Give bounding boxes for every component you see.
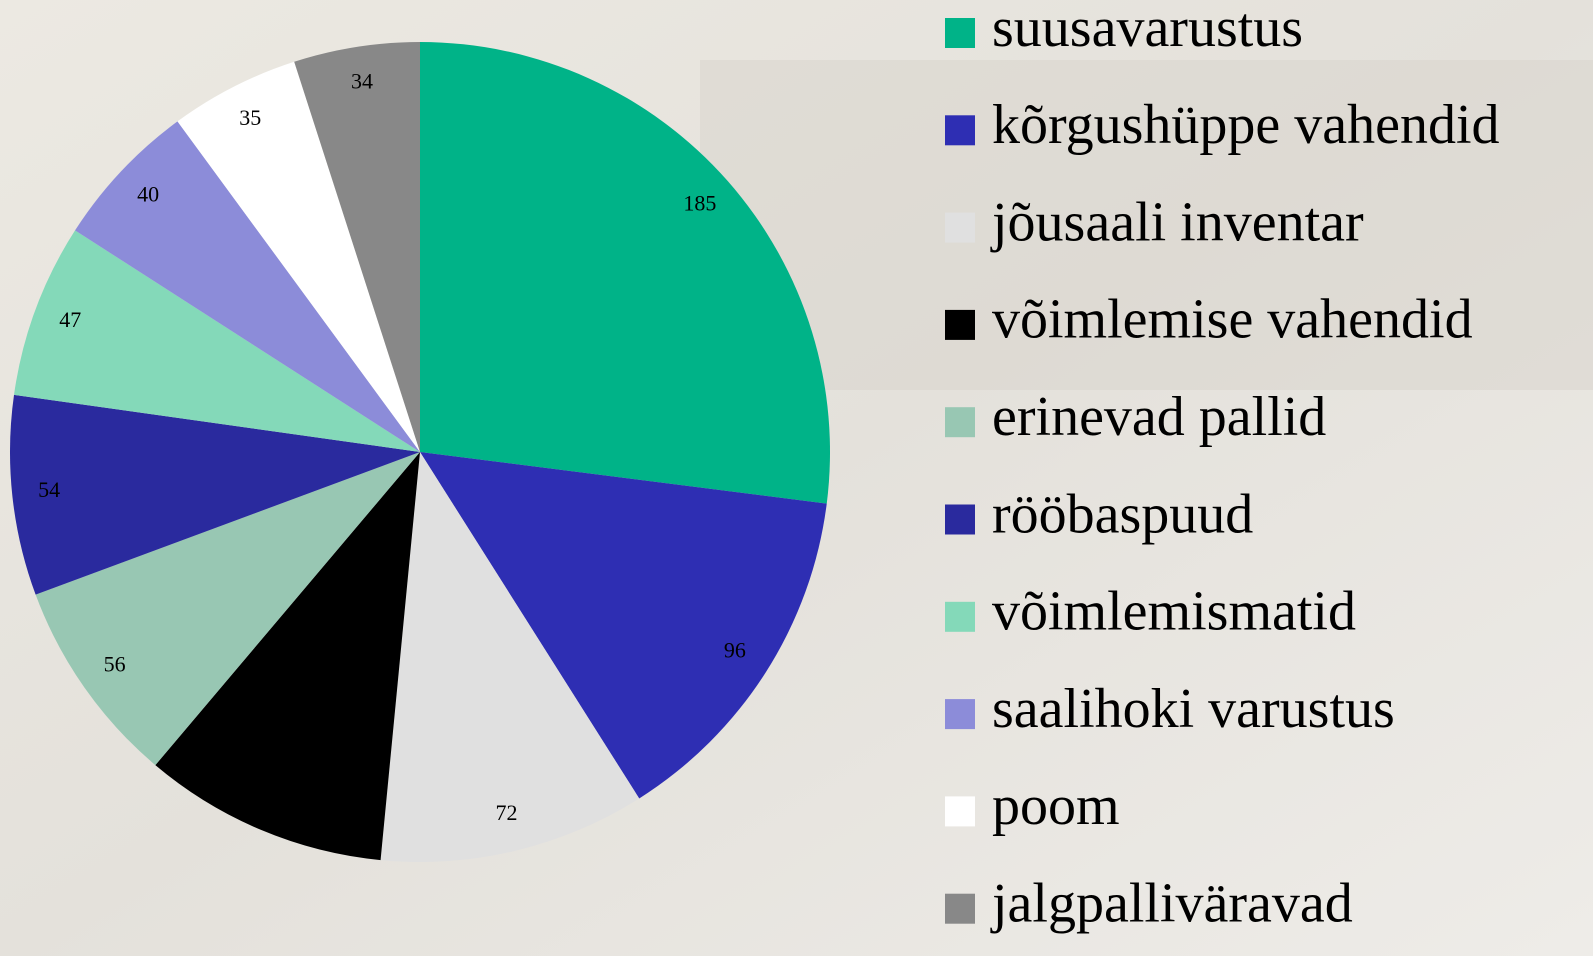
legend-label: erinevad pallid: [992, 386, 1326, 448]
chart: 185 96 72 66 56 54 47 40 35 34 suusavarustus kõrgu…: [0, 0, 1593, 956]
data-label: 72: [495, 800, 517, 825]
data-label: 34: [351, 68, 373, 93]
data-label: 56: [104, 651, 126, 676]
legend-label: poom: [992, 775, 1120, 837]
legend-swatch: [945, 115, 975, 145]
legend-label: jõusaali inventar: [990, 191, 1364, 253]
data-label: 54: [38, 477, 60, 502]
page: {"chart_data": {"type": "pie", "categori…: [0, 0, 1593, 956]
legend-swatch: [945, 18, 975, 48]
legend-label: võimlemismatid: [992, 581, 1356, 643]
data-label: 66: [264, 781, 286, 806]
legend-swatch: [945, 699, 975, 729]
data-label: 40: [137, 182, 159, 207]
legend-swatch: [945, 894, 975, 924]
data-label: 47: [59, 307, 81, 332]
pie: 185 96 72 66 56 54 47 40 35 34: [10, 42, 830, 862]
legend-swatch: [945, 213, 975, 243]
legend-label: suusavarustus: [992, 0, 1303, 59]
legend-label: saalihoki varustus: [992, 678, 1395, 740]
legend-label: kõrgushüppe vahendid: [992, 94, 1500, 156]
legend-label: võimlemise vahendid: [992, 289, 1473, 351]
legend-swatch: [945, 602, 975, 632]
legend-swatch: [945, 796, 975, 826]
legend-swatch: [945, 310, 975, 340]
legend-swatch: [945, 407, 975, 437]
legend-swatch: [945, 505, 975, 535]
data-label: 96: [724, 637, 746, 662]
legend-label: rööbaspuud: [992, 483, 1253, 545]
data-label: 35: [239, 105, 261, 130]
legend-label: jalgpalliväravad: [990, 873, 1353, 935]
data-label: 185: [683, 190, 716, 215]
